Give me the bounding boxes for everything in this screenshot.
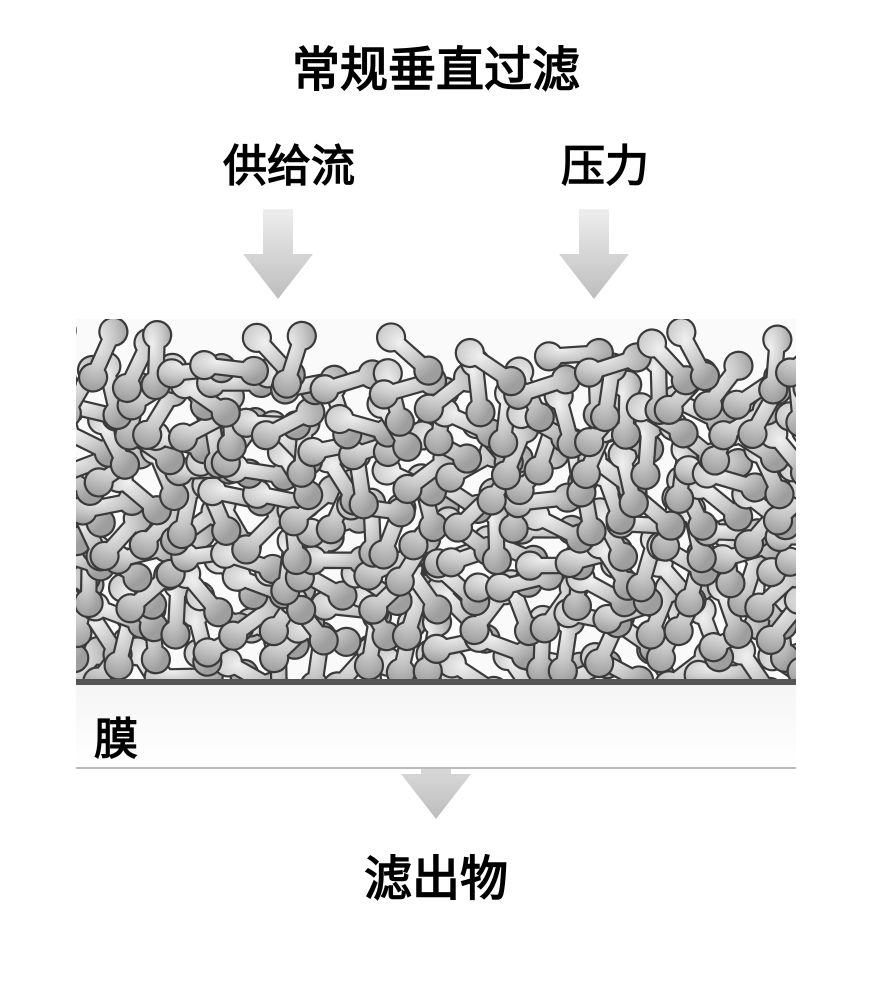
filtrate-label: 滤出物 [60, 839, 812, 909]
particle-layer [76, 319, 796, 679]
input-labels-row: 供给流 压力 [60, 130, 812, 194]
diagram-title: 常规垂直过滤 [60, 30, 812, 100]
membrane-region: 膜 [76, 679, 796, 769]
input-arrows-row [60, 204, 812, 304]
pressure-arrow-icon [554, 204, 634, 304]
pressure-label: 压力 [561, 130, 649, 194]
particle-field-icon [76, 319, 796, 679]
diagram-container: 常规垂直过滤 供给流 压力 [0, 0, 872, 1000]
feed-flow-arrow-icon [238, 204, 318, 304]
feed-flow-label: 供给流 [223, 130, 355, 194]
membrane-label: 膜 [94, 703, 138, 767]
